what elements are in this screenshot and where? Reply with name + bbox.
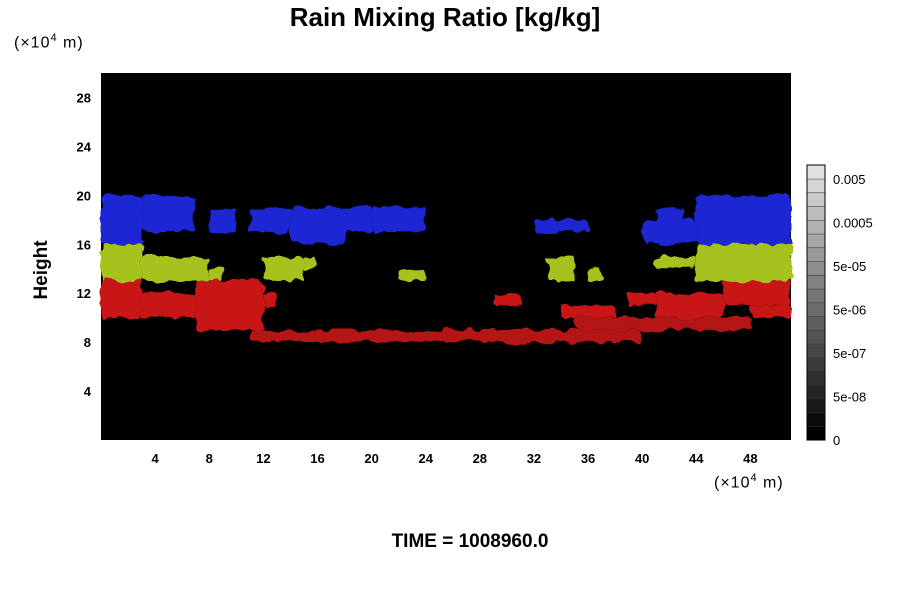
rain-region-2-9 xyxy=(750,305,791,318)
rain-region-3-1 xyxy=(574,317,751,330)
x-unit-exponent: 4 xyxy=(750,472,758,484)
rain-region-0-0 xyxy=(101,195,142,245)
colorbar-swatch xyxy=(806,398,826,414)
rain-region-1-7 xyxy=(588,268,602,281)
rain-region-0-3 xyxy=(249,207,291,233)
rain-region-1-10 xyxy=(750,244,791,281)
x-unit-prefix: (×10 xyxy=(714,474,751,492)
colorbar-swatch xyxy=(806,261,826,276)
rain-region-1-5 xyxy=(398,268,426,281)
colorbar-swatch xyxy=(806,247,826,262)
colorbar-tick-label: 0.0005 xyxy=(833,216,873,231)
rain-region-1-1 xyxy=(141,256,210,281)
rain-region-2-0 xyxy=(101,280,142,318)
x-axis-ticks: 4 8 12 16 20 24 28 32 36 40 44 48 xyxy=(152,451,758,466)
rain-region-0-6 xyxy=(371,207,426,233)
colorbar-tick-label: 5e-08 xyxy=(833,390,866,405)
rain-region-1-3 xyxy=(263,256,304,281)
x-tick-label: 44 xyxy=(689,451,704,466)
y-tick-label: 20 xyxy=(77,188,91,203)
colorbar-tick-label: 5e-06 xyxy=(833,303,866,318)
rain-region-1-8 xyxy=(655,256,697,269)
colorbar-tick-label: 5e-05 xyxy=(833,259,866,274)
colorbar-tick-label: 0.005 xyxy=(833,172,866,187)
y-tick-label: 4 xyxy=(84,384,92,399)
y-tick-label: 8 xyxy=(84,335,91,350)
colorbar-tick-label: 0 xyxy=(833,433,840,448)
colorbar-swatch xyxy=(806,164,826,180)
x-axis-unit: (×104 m) xyxy=(714,472,784,492)
y-unit-suffix: m) xyxy=(57,34,84,52)
rain-region-0-10 xyxy=(709,195,791,220)
rain-region-0-11 xyxy=(655,207,683,233)
rain-region-2-5 xyxy=(561,305,616,318)
rain-region-0-5 xyxy=(331,207,372,233)
colorbar-swatch xyxy=(806,219,826,235)
x-unit-suffix: m) xyxy=(757,474,784,492)
rain-region-3-0 xyxy=(249,329,643,343)
colorbar-swatch xyxy=(806,274,826,290)
x-tick-label: 20 xyxy=(364,451,378,466)
x-tick-label: 24 xyxy=(418,451,433,466)
x-tick-label: 28 xyxy=(473,451,487,466)
colorbar-swatch xyxy=(806,302,826,317)
colorbar-swatch xyxy=(806,426,826,441)
y-unit-prefix: (×10 xyxy=(14,34,51,52)
x-tick-label: 40 xyxy=(635,451,649,466)
x-tick-label: 8 xyxy=(206,451,213,466)
x-tick-label: 36 xyxy=(581,451,595,466)
rain-region-1-4 xyxy=(303,256,318,269)
y-tick-label: 28 xyxy=(77,90,91,105)
colorbar-swatch xyxy=(806,178,826,194)
rain-region-2-6 xyxy=(628,293,656,306)
rain-region-1-6 xyxy=(547,256,575,281)
colorbar-swatch xyxy=(806,192,826,207)
rain-region-2-4 xyxy=(493,293,521,306)
colorbar-swatch xyxy=(806,357,826,372)
rain-region-0-1 xyxy=(141,195,196,233)
rain-region-2-1 xyxy=(141,293,196,318)
y-axis-unit: (×104 m) xyxy=(14,32,84,52)
y-tick-label: 24 xyxy=(77,139,92,154)
x-tick-label: 16 xyxy=(310,451,324,466)
y-unit-exponent: 4 xyxy=(50,32,58,44)
rain-region-1-9 xyxy=(696,244,764,281)
rain-region-2-7 xyxy=(655,293,724,318)
rain-regions xyxy=(101,195,791,343)
y-tick-label: 16 xyxy=(77,237,91,252)
rain-region-2-3 xyxy=(263,293,277,306)
rain-region-0-7 xyxy=(533,219,589,233)
rain-region-0-2 xyxy=(209,207,237,233)
y-axis-ticks: 4 8 12 16 20 24 28 xyxy=(77,90,92,399)
time-annotation: TIME = 1008960.0 xyxy=(391,531,549,552)
colorbar-swatch xyxy=(806,288,826,304)
colorbar-tick-label: 5e-07 xyxy=(833,346,866,361)
rain-region-1-2 xyxy=(209,268,223,281)
x-tick-label: 48 xyxy=(743,451,757,466)
rain-region-2-2 xyxy=(195,280,264,330)
colorbar-swatch xyxy=(806,343,826,359)
colorbar-swatch xyxy=(806,412,826,427)
colorbar-swatch xyxy=(806,233,826,249)
chart-title: Rain Mixing Ratio [kg/kg] xyxy=(289,2,601,32)
colorbar-swatch xyxy=(806,206,826,221)
x-tick-label: 4 xyxy=(152,451,160,466)
colorbar-swatch xyxy=(806,384,826,400)
colorbar-frame xyxy=(806,164,826,441)
x-tick-label: 32 xyxy=(527,451,541,466)
x-tick-label: 12 xyxy=(256,451,270,466)
colorbar: 0.005 0.0005 5e-05 5e-06 5e-07 5e-08 0 xyxy=(806,164,873,448)
rain-region-2-8 xyxy=(723,280,791,306)
y-tick-label: 12 xyxy=(77,286,91,301)
colorbar-swatch xyxy=(806,329,826,345)
colorbar-swatch xyxy=(806,316,826,331)
colorbar-swatch xyxy=(806,371,826,386)
